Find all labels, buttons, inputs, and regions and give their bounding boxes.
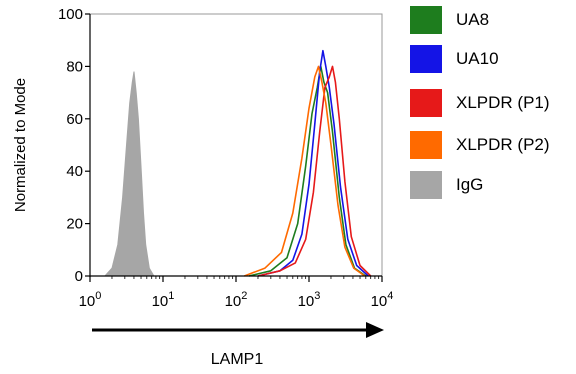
legend-item-xlpdr-p1: XLPDR (P1)	[410, 89, 576, 117]
legend-label-ua10: UA10	[456, 49, 499, 68]
legend-item-ua8: UA8	[410, 6, 576, 34]
legend-label-ua8: UA8	[456, 10, 490, 29]
y-axis-label: Normalized to Mode	[12, 78, 29, 212]
x-tick-label: 104	[371, 290, 394, 310]
series-ua10	[257, 49, 369, 277]
x-axis-label: LAMP1	[211, 351, 264, 368]
y-tick-label: 100	[58, 6, 83, 23]
series-ua8	[248, 65, 367, 277]
legend-label-xlpdr-p2: XLPDR (P2)	[456, 135, 550, 154]
series-igg	[103, 71, 155, 277]
x-tick-label: 102	[225, 290, 248, 310]
legend-item-ua10: UA10	[410, 45, 576, 73]
x-tick-label: 100	[79, 290, 102, 310]
legend-label-xlpdr-p1: XLPDR (P1)	[456, 93, 550, 112]
axes-layer: 0 20 40 60 80 100 100 101 102 103 104	[58, 6, 393, 310]
legend-swatch-igg	[410, 171, 442, 199]
legend-swatch-ua8	[410, 6, 442, 34]
legend-swatch-xlpdr-p1	[410, 89, 442, 117]
x-tick-label: 103	[298, 290, 321, 310]
legend-swatch-xlpdr-p2	[410, 131, 442, 159]
y-tick-label: 0	[75, 268, 83, 285]
series-layer	[103, 49, 372, 277]
legend-swatch-ua10	[410, 45, 442, 73]
legend-item-igg: IgG	[410, 171, 576, 199]
y-tick-label: 60	[66, 111, 83, 128]
series-xlpdr-p1	[257, 65, 372, 277]
series-xlpdr-p2	[244, 65, 366, 277]
x-axis-arrow	[92, 322, 384, 338]
legend-item-xlpdr-p2: XLPDR (P2)	[410, 131, 576, 159]
y-tick-label: 40	[66, 163, 83, 180]
y-tick-label: 80	[66, 58, 83, 75]
legend-label-igg: IgG	[456, 175, 484, 194]
x-tick-label: 101	[152, 290, 175, 310]
y-tick-label: 20	[66, 216, 83, 233]
